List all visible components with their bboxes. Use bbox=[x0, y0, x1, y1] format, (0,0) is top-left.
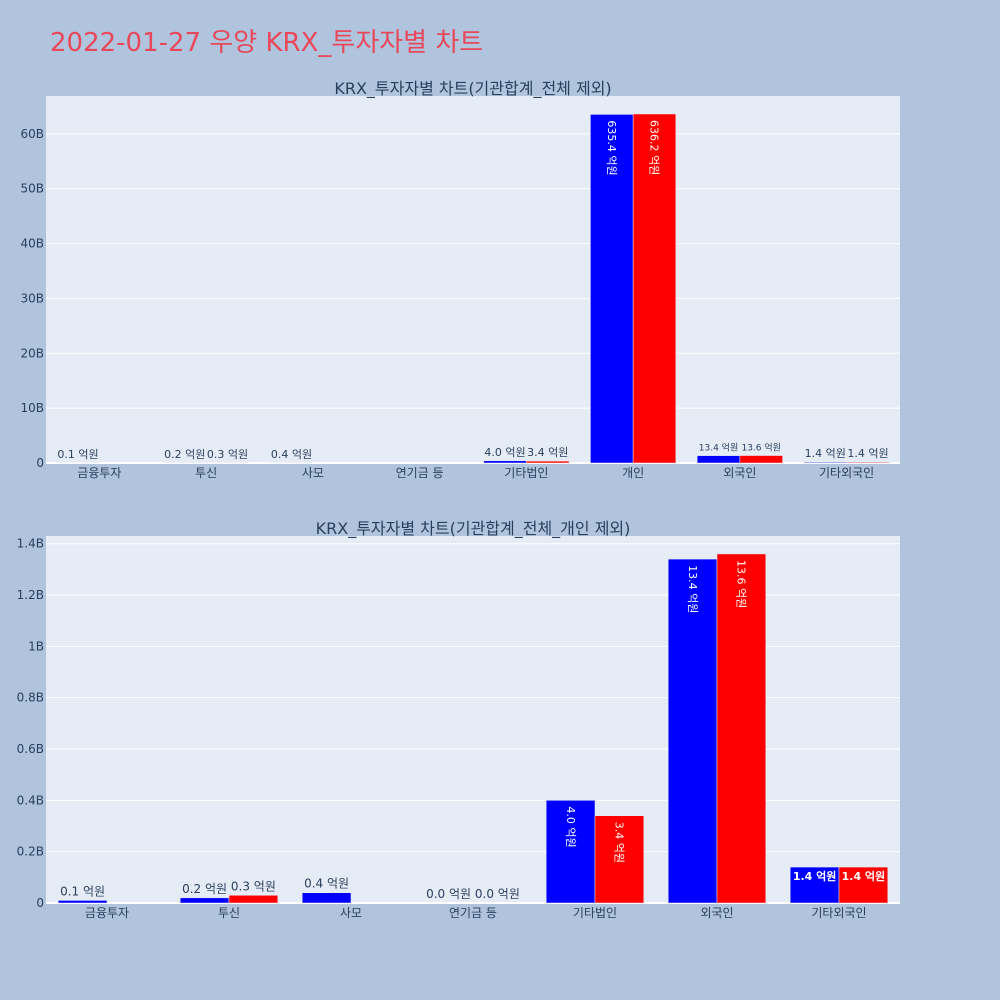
x-tick-label: 개인 bbox=[622, 466, 644, 480]
x-tick-label: 기타외국인 bbox=[811, 906, 866, 920]
bar bbox=[228, 895, 279, 904]
data-label: 0.1 억원 bbox=[57, 448, 98, 461]
page-title: 2022-01-27 우양 KRX_투자자별 차트 bbox=[50, 28, 484, 58]
data-label: 0.0 억원 bbox=[426, 887, 471, 901]
y-tick-label: 40B bbox=[20, 237, 44, 251]
data-label: 1.4 억원 bbox=[847, 447, 888, 460]
y-tick-label: 0.2B bbox=[17, 845, 44, 859]
bar bbox=[483, 460, 527, 464]
y-tick-label: 10B bbox=[20, 401, 44, 415]
data-label: 13.6 억원 bbox=[741, 442, 780, 454]
y-tick-label: 0.4B bbox=[17, 793, 44, 807]
y-tick-label: 60B bbox=[20, 127, 44, 141]
bar bbox=[301, 892, 352, 904]
data-label: 4.0 억원 bbox=[484, 446, 525, 459]
y-tick-label: 1B bbox=[28, 639, 44, 653]
bar bbox=[57, 900, 108, 904]
data-label: 1.4 억원 bbox=[793, 869, 837, 883]
y-tick-label: 1.4B bbox=[17, 537, 44, 551]
bar bbox=[716, 553, 767, 904]
chart-title: KRX_투자자별 차트(기관합계_전체 제외) bbox=[334, 79, 611, 99]
bar bbox=[632, 113, 677, 464]
bar bbox=[803, 461, 847, 464]
data-label: 636.2 억원 bbox=[648, 120, 661, 175]
data-label: 0.4 억원 bbox=[271, 448, 312, 461]
bar bbox=[846, 461, 890, 464]
x-tick-label: 연기금 등 bbox=[396, 466, 444, 480]
x-tick-label: 기타법인 bbox=[504, 466, 548, 480]
data-label: 0.0 억원 bbox=[475, 887, 520, 901]
data-label: 635.4 억원 bbox=[605, 120, 618, 175]
x-tick-label: 기타법인 bbox=[573, 906, 617, 920]
data-label: 3.4 억원 bbox=[613, 822, 626, 863]
y-tick-label: 50B bbox=[20, 182, 44, 196]
y-tick-label: 0 bbox=[36, 456, 44, 470]
data-label: 0.1 억원 bbox=[60, 884, 105, 898]
x-tick-label: 외국인 bbox=[700, 906, 733, 920]
bar bbox=[594, 815, 645, 904]
data-label: 0.3 억원 bbox=[207, 448, 248, 461]
x-tick-label: 기타외국인 bbox=[819, 466, 874, 480]
bar bbox=[179, 897, 230, 904]
y-tick-label: 1.2B bbox=[17, 588, 44, 602]
bar bbox=[838, 866, 889, 904]
plot-area bbox=[46, 96, 900, 463]
data-label: 0.3 억원 bbox=[231, 879, 276, 893]
data-label: 0.2 억원 bbox=[182, 882, 227, 896]
y-tick-label: 20B bbox=[20, 346, 44, 360]
data-label: 13.4 억원 bbox=[699, 442, 738, 454]
data-label: 4.0 억원 bbox=[564, 806, 577, 847]
x-tick-label: 연기금 등 bbox=[449, 906, 497, 920]
y-tick-label: 0 bbox=[36, 896, 44, 910]
chart-bottom: 0 0.2B 0.4B 0.6B 0.8B 1B 1.2B 1.4B KRX_투자자별 차트(기… bbox=[17, 519, 900, 920]
chart-title: KRX_투자자별 차트(기관합계_전체_개인 제외) bbox=[316, 519, 631, 539]
data-label: 1.4 억원 bbox=[842, 869, 886, 883]
data-label: 0.4 억원 bbox=[304, 877, 349, 891]
data-label: 13.6 억원 bbox=[735, 560, 748, 608]
data-label: 13.4 억원 bbox=[686, 565, 699, 613]
bar bbox=[545, 800, 596, 904]
chart-top: 0 10B 20B 30B 40B 50B 60B KRX_투자자별 차트(기관합계_전체 제… bbox=[20, 79, 900, 480]
plot-area bbox=[46, 536, 900, 903]
bar bbox=[590, 114, 634, 464]
x-tick-label: 외국인 bbox=[723, 466, 756, 480]
x-tick-label: 사모 bbox=[340, 906, 362, 920]
data-label: 3.4 억원 bbox=[527, 446, 568, 459]
x-tick-label: 금융투자 bbox=[77, 466, 121, 480]
y-tick-label: 30B bbox=[20, 291, 44, 305]
bar bbox=[667, 558, 718, 904]
x-tick-label: 투신 bbox=[195, 466, 217, 480]
bar bbox=[696, 455, 741, 464]
y-tick-label: 0.6B bbox=[17, 742, 44, 756]
data-label: 1.4 억원 bbox=[805, 447, 846, 460]
bar bbox=[739, 455, 783, 464]
y-tick-label: 0.8B bbox=[17, 691, 44, 705]
bar bbox=[526, 460, 570, 464]
data-label: 0.2 억원 bbox=[164, 448, 205, 461]
x-tick-label: 사모 bbox=[302, 466, 324, 480]
x-tick-label: 투신 bbox=[218, 906, 240, 920]
x-tick-label: 금융투자 bbox=[85, 906, 129, 920]
